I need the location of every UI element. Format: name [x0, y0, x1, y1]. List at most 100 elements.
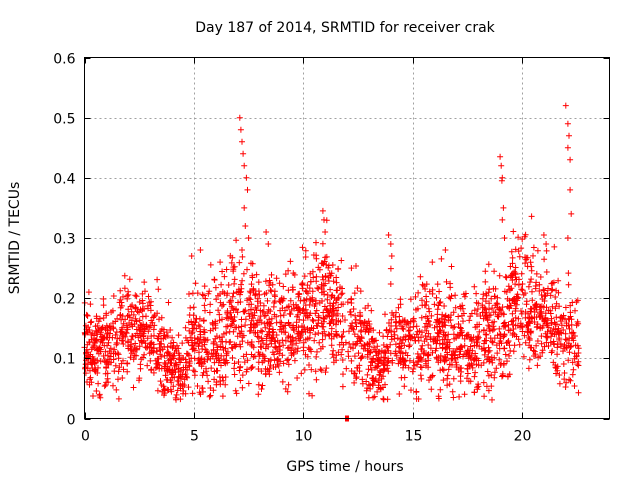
data-point	[335, 349, 342, 356]
data-point	[239, 247, 245, 253]
data-point	[520, 353, 527, 360]
data-point	[547, 307, 554, 314]
y-tick-label: 0.1	[53, 352, 75, 368]
data-point	[562, 336, 569, 343]
data-point	[229, 345, 236, 352]
data-point	[401, 318, 408, 325]
data-point	[406, 357, 413, 364]
data-point	[257, 313, 264, 320]
data-point	[342, 339, 349, 346]
data-point	[522, 260, 529, 267]
data-point	[376, 348, 383, 355]
data-point	[572, 307, 578, 314]
data-point	[450, 394, 457, 401]
data-point	[282, 329, 289, 336]
data-point	[130, 356, 137, 363]
data-point	[294, 345, 301, 352]
data-point	[276, 280, 283, 287]
data-point	[388, 323, 395, 329]
data-point	[120, 293, 126, 300]
data-point	[110, 293, 117, 299]
data-point	[366, 340, 373, 346]
data-point	[387, 281, 394, 287]
data-point	[519, 324, 526, 331]
data-point	[258, 386, 265, 392]
data-point	[263, 333, 270, 340]
data-point	[431, 324, 438, 331]
data-point	[109, 307, 116, 314]
data-point	[106, 356, 113, 363]
data-point	[497, 331, 503, 338]
data-point	[481, 327, 487, 334]
data-point	[127, 303, 134, 310]
data-point	[423, 293, 430, 300]
data-point	[154, 387, 161, 394]
data-point	[418, 356, 425, 363]
data-point	[439, 341, 446, 348]
data-point	[223, 352, 230, 359]
data-point	[321, 258, 328, 265]
data-point	[203, 349, 210, 356]
data-point	[472, 369, 479, 376]
data-point	[228, 344, 235, 351]
data-point	[228, 303, 235, 310]
data-point	[504, 295, 511, 302]
data-point	[380, 342, 387, 348]
data-point	[245, 235, 252, 241]
data-point	[567, 302, 574, 309]
data-point	[144, 362, 151, 369]
data-point	[100, 315, 107, 321]
data-point	[296, 307, 303, 314]
data-point	[206, 288, 213, 295]
data-point	[169, 334, 176, 341]
data-point	[316, 266, 323, 273]
data-point	[458, 368, 465, 375]
data-point	[97, 331, 104, 338]
data-point	[215, 352, 222, 359]
data-point	[265, 328, 272, 335]
data-point	[191, 347, 198, 354]
data-point	[549, 303, 556, 310]
data-point	[409, 368, 416, 375]
data-point	[499, 370, 506, 377]
data-point	[379, 359, 385, 366]
data-point	[155, 286, 162, 293]
data-point	[440, 331, 447, 338]
data-point	[285, 356, 292, 363]
data-point	[556, 372, 563, 378]
data-point	[162, 372, 169, 379]
data-point	[213, 342, 220, 348]
data-point	[287, 258, 294, 265]
data-point	[462, 290, 469, 297]
data-point	[433, 294, 440, 301]
data-point	[543, 247, 550, 254]
data-point	[406, 343, 412, 350]
data-point	[202, 346, 209, 353]
data-point	[353, 323, 360, 330]
data-point	[534, 338, 541, 344]
data-point	[255, 334, 262, 341]
data-point	[484, 368, 491, 375]
data-point	[556, 335, 563, 342]
data-point	[381, 349, 387, 356]
data-point	[406, 342, 413, 349]
data-point	[130, 384, 137, 391]
data-point	[124, 360, 131, 367]
data-point	[122, 333, 129, 340]
data-point	[461, 293, 468, 300]
data-point	[536, 288, 543, 294]
data-point	[117, 287, 124, 294]
data-point	[418, 364, 425, 371]
data-point	[233, 390, 240, 397]
data-point	[489, 327, 496, 334]
data-point	[426, 308, 433, 315]
data-point	[287, 297, 294, 304]
data-point	[375, 356, 381, 363]
data-point	[437, 367, 444, 374]
data-point	[413, 306, 419, 313]
data-point	[160, 326, 167, 333]
data-point	[433, 355, 440, 362]
data-point	[124, 324, 131, 331]
data-point	[248, 281, 255, 288]
data-point	[239, 372, 246, 379]
